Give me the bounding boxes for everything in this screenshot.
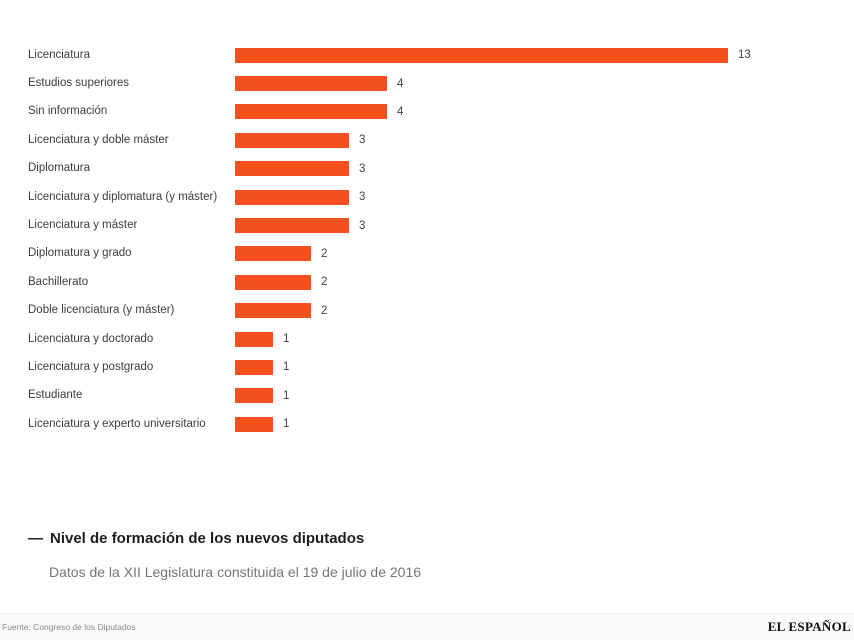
- bar-row: Licenciatura y experto universitario 1: [28, 410, 828, 438]
- bar-value: 1: [283, 418, 290, 431]
- bar-wrap: 1: [235, 416, 828, 432]
- chart-title-text: Nivel de formación de los nuevos diputad…: [50, 530, 365, 547]
- bar: [235, 132, 349, 148]
- bar-row: Licenciatura 13: [28, 41, 828, 69]
- bar-value: 4: [397, 105, 404, 118]
- brand-logo: EL ESPAÑOL: [767, 619, 851, 634]
- source-credit: Fuente: Congreso de los Diputados: [2, 622, 136, 632]
- bar: [235, 47, 728, 63]
- bar-value: 2: [321, 304, 328, 317]
- bar-rows: Licenciatura 13 Estudios superiores 4 Si…: [28, 41, 828, 438]
- chart-subtitle: Datos de la XII Legislatura constituida …: [49, 564, 422, 580]
- bar-label: Licenciatura y doctorado: [28, 332, 154, 345]
- bar-row: Licenciatura y máster 3: [28, 211, 828, 239]
- bar-row: Doble licenciatura (y máster) 2: [28, 297, 828, 325]
- bar-wrap: 1: [235, 388, 828, 404]
- bar: [235, 359, 273, 375]
- bar: [235, 218, 349, 234]
- bar-wrap: 3: [235, 161, 828, 177]
- bar-wrap: 1: [235, 331, 828, 347]
- bar-value: 4: [397, 77, 404, 90]
- bar-row: Estudios superiores 4: [28, 69, 828, 97]
- bar: [235, 104, 387, 120]
- bar: [235, 388, 273, 404]
- bar-value: 13: [738, 49, 751, 62]
- bar-label: Licenciatura y postgrado: [28, 360, 154, 373]
- bar-label: Bachillerato: [28, 275, 89, 288]
- bar-value: 3: [359, 191, 366, 204]
- bar-wrap: 4: [235, 104, 828, 120]
- title-block: — Nivel de formación de los nuevos diput…: [28, 530, 421, 580]
- bar-label: Licenciatura: [28, 48, 91, 61]
- bar-label: Estudiante: [28, 389, 83, 402]
- bar-value: 1: [283, 333, 290, 346]
- bar-wrap: 13: [235, 47, 828, 63]
- bar-value: 3: [359, 162, 366, 175]
- bar-wrap: 4: [235, 76, 828, 92]
- bar-row: Estudiante 1: [28, 382, 828, 410]
- bar-wrap: 3: [235, 189, 828, 205]
- bar-row: Diplomatura 3: [28, 155, 828, 183]
- bar-row: Licenciatura y diplomatura (y máster) 3: [28, 183, 828, 211]
- bar-value: 3: [359, 134, 366, 147]
- bar-label: Diplomatura: [28, 162, 90, 175]
- bar-wrap: 2: [235, 303, 828, 319]
- bar-row: Sin información 4: [28, 98, 828, 126]
- bar-value: 1: [283, 361, 290, 374]
- bar-chart: Licenciatura 13 Estudios superiores 4 Si…: [28, 41, 828, 438]
- bar: [235, 303, 311, 319]
- bar-wrap: 3: [235, 218, 828, 234]
- bar-wrap: 2: [235, 274, 828, 290]
- bar-wrap: 2: [235, 246, 828, 262]
- bar-wrap: 1: [235, 359, 828, 375]
- bar-row: Bachillerato 2: [28, 268, 828, 296]
- bar-value: 2: [321, 247, 328, 260]
- bar-label: Licenciatura y diplomatura (y máster): [28, 190, 218, 203]
- bar-row: Licenciatura y doble máster 3: [28, 126, 828, 154]
- bar-label: Licenciatura y experto universitario: [28, 417, 206, 430]
- bar-label: Doble licenciatura (y máster): [28, 304, 175, 317]
- bar-label: Licenciatura y máster: [28, 219, 138, 232]
- bar: [235, 274, 311, 290]
- bar: [235, 189, 349, 205]
- bar-value: 3: [359, 219, 366, 232]
- bar-value: 2: [321, 276, 328, 289]
- bar-label: Sin información: [28, 105, 108, 118]
- bar-wrap: 3: [235, 132, 828, 148]
- bar-value: 1: [283, 389, 290, 402]
- chart-title: — Nivel de formación de los nuevos diput…: [28, 530, 421, 547]
- bar-row: Licenciatura y postgrado 1: [28, 353, 828, 381]
- footer: Fuente: Congreso de los Diputados EL ESP…: [0, 613, 854, 640]
- bar: [235, 246, 311, 262]
- bar: [235, 416, 273, 432]
- bar-label: Licenciatura y doble máster: [28, 133, 169, 146]
- title-dash: —: [28, 530, 43, 547]
- bar: [235, 161, 349, 177]
- bar: [235, 331, 273, 347]
- bar-label: Estudios superiores: [28, 77, 129, 90]
- bar-label: Diplomatura y grado: [28, 247, 132, 260]
- bar-row: Diplomatura y grado 2: [28, 240, 828, 268]
- bar-row: Licenciatura y doctorado 1: [28, 325, 828, 353]
- bar: [235, 76, 387, 92]
